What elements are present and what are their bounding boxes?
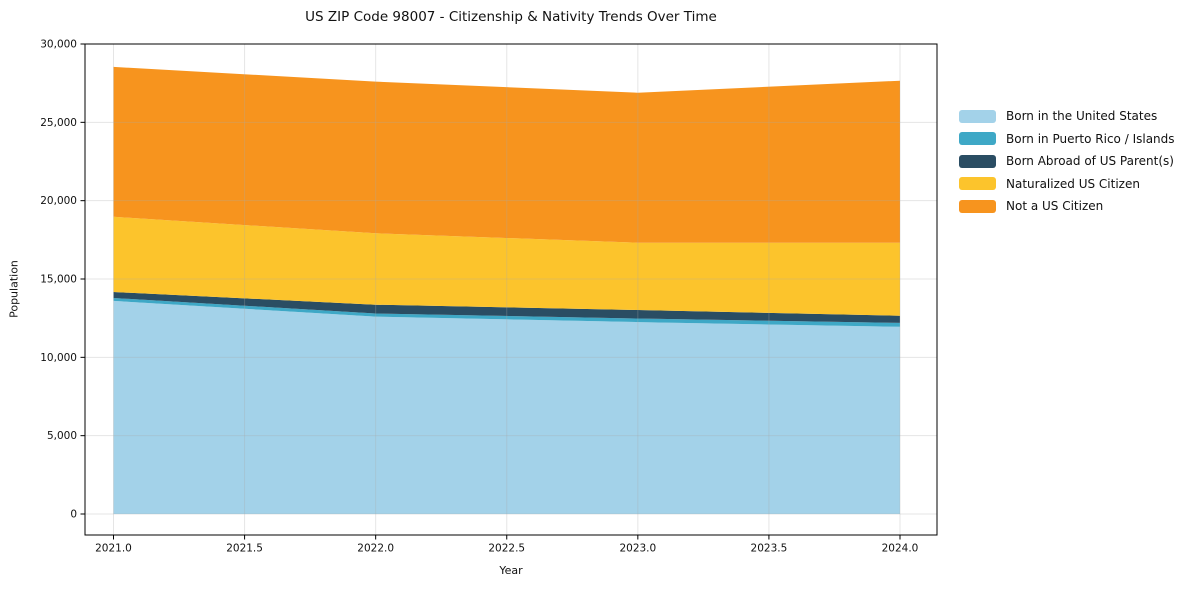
- legend-swatch: [959, 177, 996, 191]
- area-series-1: [113, 298, 900, 327]
- legend-swatch: [959, 199, 996, 213]
- x-axis-label: Year: [499, 564, 523, 577]
- legend-swatch: [959, 109, 996, 123]
- x-tick-label: 2022.5: [488, 543, 525, 555]
- y-tick-label: 0: [70, 509, 77, 521]
- legend-swatch: [959, 154, 996, 168]
- x-tick-label: 2023.0: [619, 543, 656, 555]
- x-tick-label: 2023.5: [751, 543, 788, 555]
- chart-title: US ZIP Code 98007 - Citizenship & Nativi…: [305, 9, 717, 25]
- legend-label: Born in Puerto Rico / Islands: [1006, 131, 1175, 146]
- legend-label: Not a US Citizen: [1006, 199, 1104, 214]
- y-tick-label: 20,000: [40, 195, 77, 207]
- area-series-4: [113, 66, 900, 243]
- legend-label: Naturalized US Citizen: [1006, 176, 1140, 191]
- y-tick-label: 30,000: [40, 39, 77, 51]
- legend-item: Naturalized US Citizen: [959, 173, 1175, 196]
- legend-item: Born in Puerto Rico / Islands: [959, 128, 1175, 151]
- x-tick-label: 2021.5: [226, 543, 263, 555]
- area-series-2: [113, 292, 900, 323]
- legend-item: Born Abroad of US Parent(s): [959, 150, 1175, 173]
- area-series-0: [113, 300, 900, 514]
- axes-frame: [84, 43, 938, 536]
- legend-label: Born Abroad of US Parent(s): [1006, 154, 1174, 169]
- legend: Born in the United States Born in Puerto…: [959, 105, 1175, 218]
- y-tick-label: 25,000: [40, 117, 77, 129]
- legend-item: Born in the United States: [959, 105, 1175, 128]
- y-tick-label: 5,000: [47, 430, 77, 442]
- x-tick-label: 2024.0: [882, 543, 919, 555]
- y-axis-label: Population: [7, 260, 21, 318]
- legend-swatch: [959, 132, 996, 146]
- y-tick-label: 10,000: [40, 352, 77, 364]
- y-tick-label: 15,000: [40, 274, 77, 286]
- legend-label: Born in the United States: [1006, 109, 1158, 124]
- area-series-3: [113, 216, 900, 316]
- x-tick-label: 2021.0: [95, 543, 132, 555]
- x-tick-label: 2022.0: [357, 543, 394, 555]
- legend-item: Not a US Citizen: [959, 195, 1175, 218]
